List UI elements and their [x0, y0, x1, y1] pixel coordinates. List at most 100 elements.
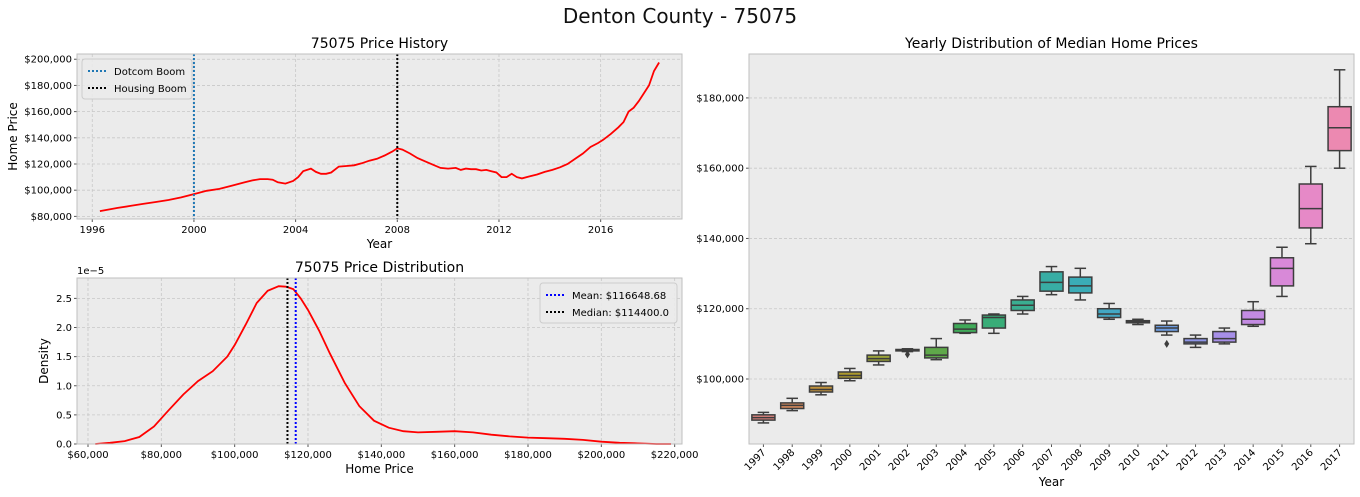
box-2014 — [1240, 300, 1266, 328]
y-tick-label: $80,000 — [31, 212, 72, 223]
legend-box — [81, 58, 193, 100]
x-axis-label: Year — [1038, 475, 1064, 489]
box-2013 — [1212, 327, 1237, 345]
box-body — [1096, 307, 1122, 319]
y-tick-label: $140,000 — [24, 133, 72, 144]
box-2010 — [1125, 318, 1151, 326]
box-2009 — [1096, 302, 1122, 321]
box-2016 — [1298, 165, 1324, 245]
y-tick-label: 2.0 — [56, 323, 72, 334]
y-tick-label: $100,000 — [24, 186, 72, 197]
box-1997 — [751, 411, 776, 424]
box-outlier — [1164, 339, 1170, 348]
x-tick-label: 2017 — [1319, 447, 1345, 473]
x-tick-label: $180,000 — [504, 450, 552, 461]
x-tick-label: 2003 — [916, 447, 942, 473]
x-tick-label: 2013 — [1204, 447, 1230, 473]
x-tick-label: 2004 — [283, 225, 308, 236]
x-tick-label: 2011 — [1146, 447, 1172, 473]
price-distribution-chart: 75075 Price Distribution $60,000 $80,000 $1… — [37, 260, 699, 476]
x-tick-label: $220,000 — [651, 450, 699, 461]
x-tick-label: 2000 — [829, 447, 855, 473]
box-2012 — [1183, 334, 1208, 349]
yearly-box-chart: Yearly Distribution of Median Home Price… — [696, 36, 1355, 489]
box-body — [1039, 271, 1064, 292]
price-history-chart: 75075 Price History 1996 2000 2004 2008 2012 2… — [6, 36, 683, 251]
box-2011 — [1154, 320, 1180, 348]
y-tick-label: $120,000 — [24, 160, 72, 171]
x-tick-label: 2008 — [385, 225, 410, 236]
x-tick-label: 2016 — [1290, 447, 1316, 473]
y-axis-label: Home Price — [6, 102, 20, 171]
x-tick-label: $100,000 — [211, 450, 259, 461]
x-tick-label: 2014 — [1233, 447, 1259, 473]
box-body — [981, 314, 1007, 329]
x-tick-label: 1998 — [772, 447, 798, 473]
y-tick-label: $160,000 — [696, 164, 744, 175]
x-tick-label: 1997 — [743, 447, 769, 473]
box-2000 — [837, 367, 863, 382]
y-tick-label: $200,000 — [24, 55, 72, 66]
y-tick-label: $100,000 — [696, 375, 744, 386]
box-body — [1183, 337, 1208, 345]
figure-suptitle: Denton County - 75075 — [562, 4, 798, 28]
box-1999 — [808, 381, 834, 396]
data-line — [99, 62, 660, 212]
x-tick-label: $60,000 — [67, 450, 108, 461]
x-tick-label: 2005 — [973, 447, 999, 473]
x-axis-label: Home Price — [345, 462, 414, 476]
y-tick-label: 0.0 — [56, 440, 72, 451]
box-body — [1327, 105, 1352, 152]
plot-area — [749, 54, 1354, 444]
data-line — [95, 285, 671, 445]
box-body — [1068, 276, 1093, 294]
box-2008 — [1068, 267, 1093, 301]
y-tick-label: $140,000 — [696, 234, 744, 245]
x-tick-label: 2009 — [1088, 447, 1114, 473]
box-2003 — [923, 337, 949, 361]
legend-label: Housing Boom — [114, 84, 187, 95]
box-body — [1298, 183, 1324, 229]
y-tick-label: $120,000 — [696, 304, 744, 315]
x-tick-label: $120,000 — [284, 450, 332, 461]
x-tick-label: 2010 — [1117, 447, 1143, 473]
x-tick-label: 2015 — [1261, 447, 1287, 473]
legend-label: Mean: $116648.68 — [572, 291, 666, 302]
x-axis-label: Year — [366, 237, 392, 251]
x-tick-label: 2001 — [858, 447, 884, 473]
x-tick-label: 2000 — [181, 225, 206, 236]
x-tick-label: 1996 — [80, 225, 105, 236]
y-tick-label: 0.5 — [56, 410, 72, 421]
box-2001 — [866, 350, 891, 366]
x-tick-label: 2007 — [1031, 447, 1057, 473]
box-2005 — [981, 313, 1007, 335]
x-tick-label: 2012 — [486, 225, 511, 236]
plot-border — [748, 53, 1355, 445]
x-tick-label: $140,000 — [357, 450, 405, 461]
y-axis-label: Density — [37, 338, 51, 384]
y-tick-label: 1.5 — [56, 352, 72, 363]
x-tick-label: $80,000 — [141, 450, 182, 461]
x-tick-label: 1999 — [800, 447, 826, 473]
box-body — [923, 346, 949, 359]
legend-label: Dotcom Boom — [114, 67, 185, 78]
box-outlier — [904, 350, 910, 359]
y-offset-text: 1e−5 — [77, 266, 104, 277]
box-body — [1269, 257, 1295, 287]
x-tick-label: 2006 — [1002, 447, 1028, 473]
plot-border — [76, 277, 683, 445]
box-1998 — [779, 397, 805, 412]
box-2007 — [1039, 265, 1064, 296]
legend-label: Median: $114400.0 — [572, 308, 669, 319]
legend-box — [539, 282, 678, 324]
box-body — [1240, 309, 1266, 326]
y-tick-label: 2.5 — [56, 294, 72, 305]
x-tick-label: 2002 — [887, 447, 913, 473]
chart-title: Yearly Distribution of Median Home Price… — [904, 36, 1198, 52]
y-tick-label: $160,000 — [24, 107, 72, 118]
y-tick-label: 1.0 — [56, 381, 72, 392]
y-tick-label: $180,000 — [24, 81, 72, 92]
box-2015 — [1269, 246, 1295, 298]
chart-title: 75075 Price Distribution — [295, 260, 464, 276]
